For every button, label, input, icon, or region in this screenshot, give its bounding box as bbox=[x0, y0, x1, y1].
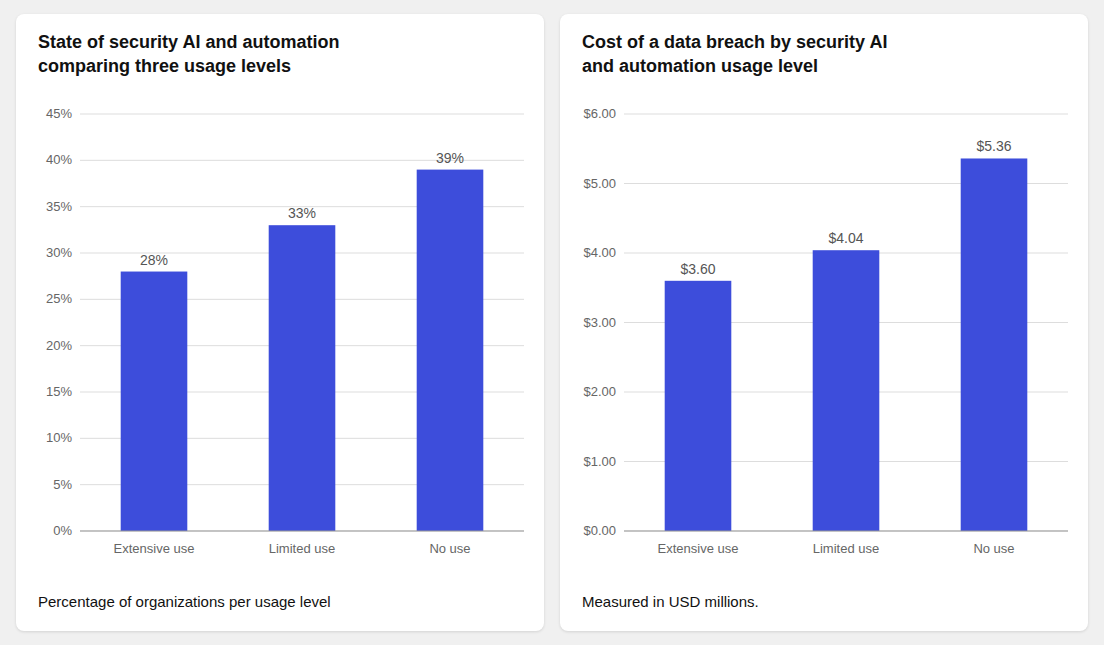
chart-svg: Cost of a data breach by security AI and … bbox=[560, 14, 1088, 631]
title: Cost of a data breach by security AI and … bbox=[582, 32, 887, 76]
y-axis: $0.00 $1.00 $2.00 $3.00 $4.00 $5.00 $6.00 bbox=[583, 106, 1068, 538]
x-axis-line bbox=[624, 531, 1068, 532]
footnote: Percentage of organizations per usage le… bbox=[38, 593, 331, 610]
bar bbox=[961, 158, 1028, 531]
y-axis: 0% 5% 10% 15% 20% 25% 30% 35% 40% 45% bbox=[46, 106, 524, 538]
data-labels: $3.60 $4.04 $5.36 bbox=[680, 138, 1011, 276]
bars bbox=[121, 170, 484, 531]
bar bbox=[417, 170, 484, 531]
data-label: 39% bbox=[436, 150, 464, 166]
x-tick-label: No use bbox=[973, 541, 1014, 556]
bar bbox=[121, 272, 188, 531]
x-tick-label: Limited use bbox=[269, 541, 335, 556]
x-tick-label: Extensive use bbox=[658, 541, 739, 556]
y-tick-label: 35% bbox=[46, 199, 72, 214]
title-line: comparing three usage levels bbox=[38, 56, 291, 76]
chart-card: Cost of a data breach by security AI and … bbox=[560, 14, 1088, 631]
x-axis: Extensive use Limited use No use bbox=[658, 541, 1015, 556]
data-labels: 28% 33% 39% bbox=[140, 150, 464, 268]
y-tick-label: 5% bbox=[53, 477, 72, 492]
grid-line bbox=[624, 114, 1068, 115]
data-label: $5.36 bbox=[976, 138, 1011, 154]
grid-line bbox=[624, 531, 1068, 532]
y-tick-label: $4.00 bbox=[583, 245, 616, 260]
y-tick-label: 30% bbox=[46, 245, 72, 260]
data-label: 33% bbox=[288, 205, 316, 221]
x-axis-line bbox=[80, 531, 524, 532]
y-tick-label: 15% bbox=[46, 384, 72, 399]
y-tick-label: 40% bbox=[46, 152, 72, 167]
title-line: and automation usage level bbox=[582, 56, 818, 76]
bar bbox=[665, 281, 732, 531]
data-label: 28% bbox=[140, 252, 168, 268]
x-tick-label: Extensive use bbox=[114, 541, 195, 556]
chart-svg: State of security AI and automation compa… bbox=[16, 14, 544, 631]
y-tick-label: $2.00 bbox=[583, 384, 616, 399]
y-tick-label: $3.00 bbox=[583, 315, 616, 330]
data-label: $3.60 bbox=[680, 261, 715, 277]
grid-line bbox=[80, 114, 524, 115]
chart-card: State of security AI and automation compa… bbox=[16, 14, 544, 631]
y-tick-label: $0.00 bbox=[583, 523, 616, 538]
footnote: Measured in USD millions. bbox=[582, 593, 759, 610]
y-tick-label: 0% bbox=[53, 523, 72, 538]
x-tick-label: No use bbox=[429, 541, 470, 556]
y-tick-label: 10% bbox=[46, 430, 72, 445]
x-tick-label: Limited use bbox=[813, 541, 879, 556]
y-tick-label: 20% bbox=[46, 338, 72, 353]
bar bbox=[269, 225, 336, 531]
grid-line bbox=[80, 531, 524, 532]
chart-row: State of security AI and automation compa… bbox=[0, 0, 1104, 645]
y-tick-label: $5.00 bbox=[583, 176, 616, 191]
y-tick-label: $1.00 bbox=[583, 454, 616, 469]
y-tick-label: 25% bbox=[46, 291, 72, 306]
x-axis: Extensive use Limited use No use bbox=[114, 541, 471, 556]
y-tick-label: 45% bbox=[46, 106, 72, 121]
bar bbox=[813, 250, 880, 531]
data-label: $4.04 bbox=[828, 230, 863, 246]
y-tick-label: $6.00 bbox=[583, 106, 616, 121]
bars bbox=[665, 158, 1028, 531]
title: State of security AI and automation compa… bbox=[38, 32, 339, 76]
title-line: State of security AI and automation bbox=[38, 32, 339, 52]
title-line: Cost of a data breach by security AI bbox=[582, 32, 887, 52]
